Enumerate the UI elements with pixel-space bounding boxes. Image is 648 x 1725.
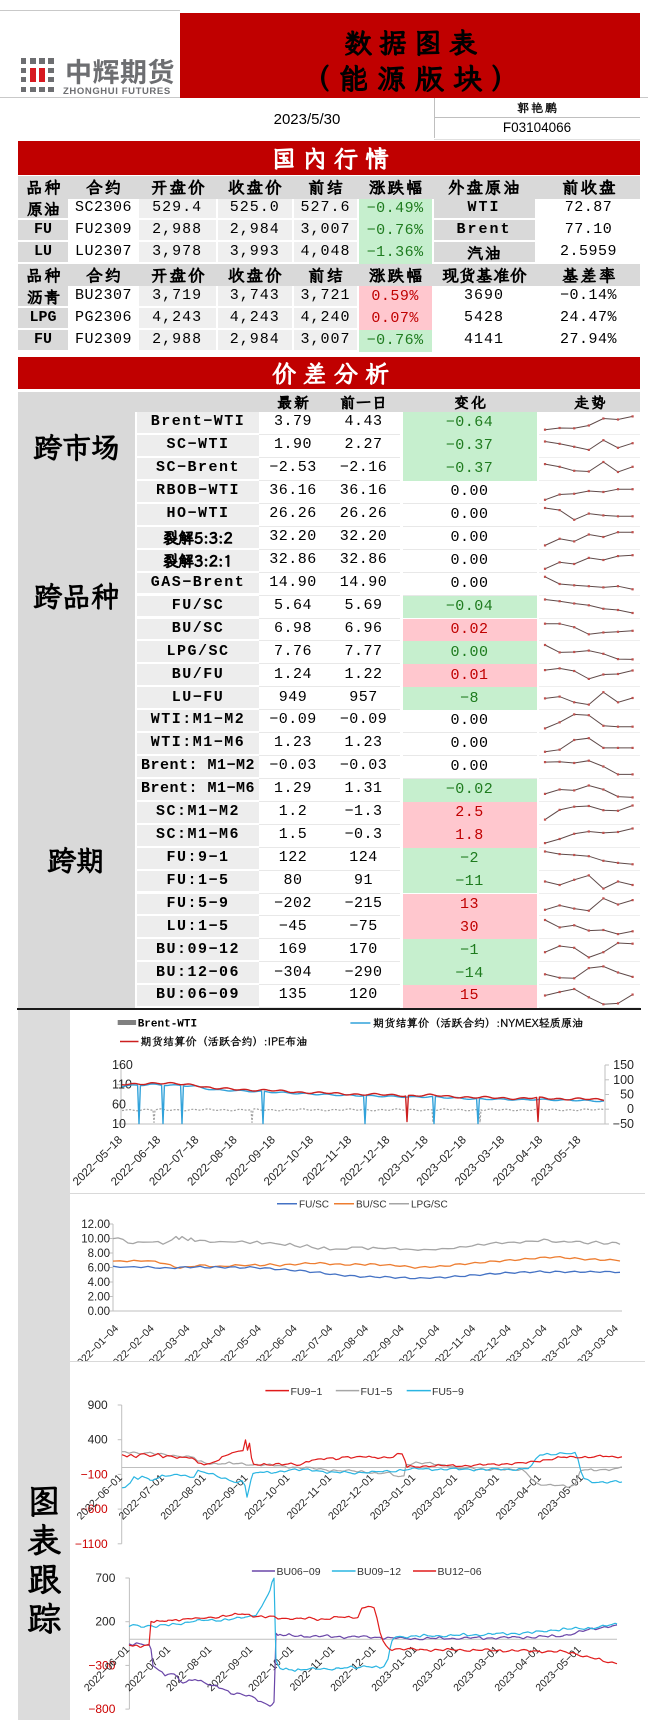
svg-text:2.00: 2.00 [88, 1292, 110, 1304]
svg-text:BU06−09: BU06−09 [277, 1566, 321, 1578]
svg-text:−1100: −1100 [75, 1537, 108, 1551]
svg-text:2023−05−01: 2023−05−01 [536, 1472, 586, 1522]
svg-text:BU/SC: BU/SC [356, 1200, 387, 1211]
svg-text:12.00: 12.00 [81, 1219, 110, 1231]
svg-text:−800: −800 [88, 1702, 115, 1716]
svg-text:0.00: 0.00 [88, 1306, 110, 1318]
svg-text:LPG/SC: LPG/SC [411, 1200, 448, 1211]
svg-text:FU9−1: FU9−1 [291, 1386, 323, 1398]
svg-text:−600: −600 [81, 1502, 108, 1516]
svg-text:160: 160 [112, 1058, 133, 1072]
svg-text:−50: −50 [613, 1117, 634, 1131]
svg-text:10: 10 [112, 1117, 126, 1131]
svg-text:4.00: 4.00 [88, 1277, 110, 1289]
svg-text:0: 0 [627, 1102, 634, 1116]
svg-text:900: 900 [88, 1398, 108, 1412]
svg-text:150: 150 [613, 1058, 634, 1072]
svg-text:110: 110 [112, 1078, 132, 1092]
svg-text:6.00: 6.00 [88, 1263, 110, 1275]
svg-text:60: 60 [112, 1097, 126, 1111]
svg-text:50: 50 [620, 1088, 634, 1102]
svg-text:FU5−9: FU5−9 [432, 1386, 464, 1398]
svg-text:200: 200 [95, 1615, 115, 1629]
svg-text:100: 100 [613, 1073, 634, 1087]
svg-text:BU09−12: BU09−12 [357, 1566, 401, 1578]
svg-text:Brent-WTI: Brent-WTI [138, 1019, 197, 1031]
svg-text:700: 700 [95, 1571, 115, 1585]
svg-text:8.00: 8.00 [88, 1248, 110, 1260]
svg-text:400: 400 [88, 1433, 108, 1447]
svg-text:FU/SC: FU/SC [299, 1200, 329, 1211]
svg-text:−300: −300 [88, 1658, 115, 1672]
svg-text:−100: −100 [81, 1467, 108, 1481]
svg-text:2022−01−04: 2022−01−04 [71, 1323, 121, 1361]
svg-text:BU12−06: BU12−06 [438, 1566, 482, 1578]
svg-text:10.00: 10.00 [81, 1234, 110, 1246]
svg-text:FU1−5: FU1−5 [361, 1386, 393, 1398]
